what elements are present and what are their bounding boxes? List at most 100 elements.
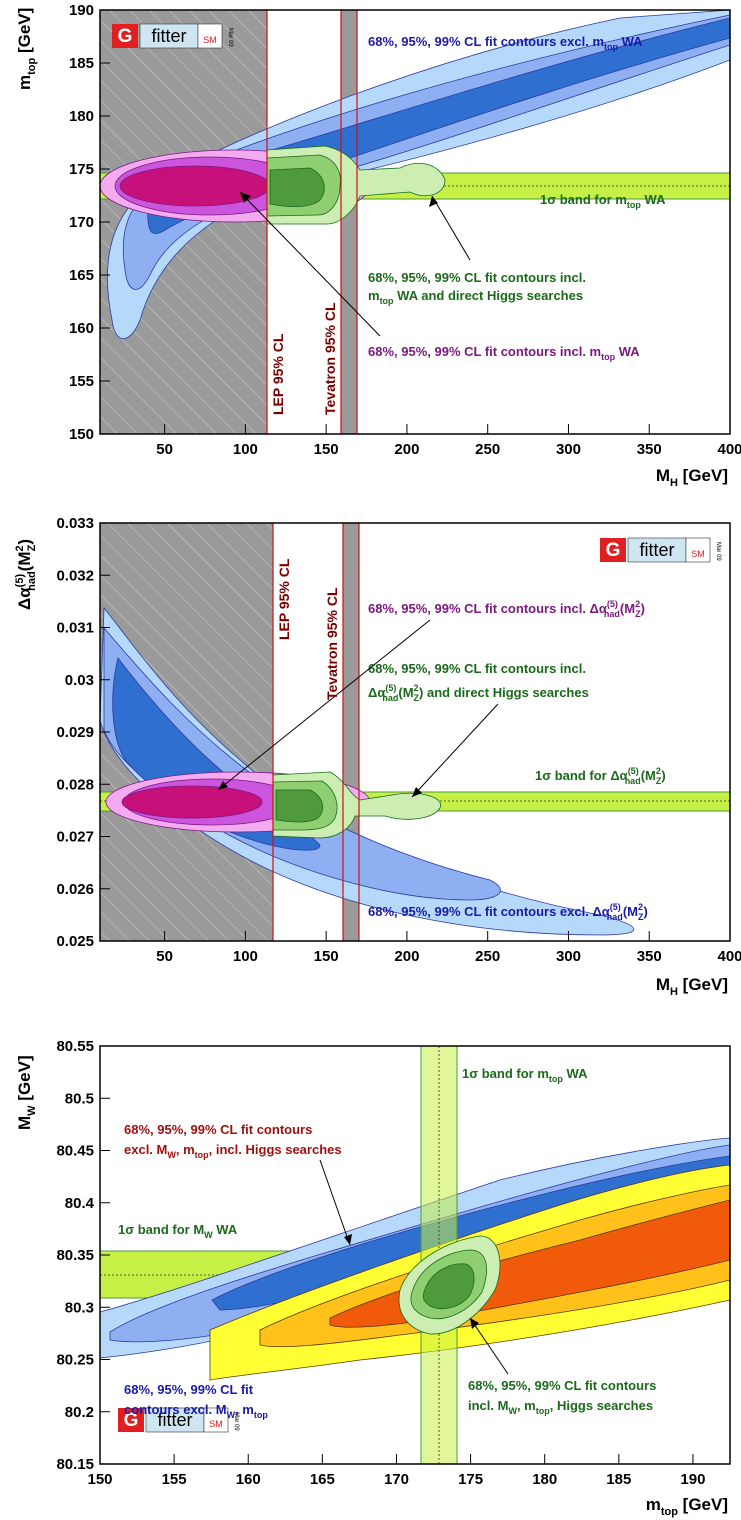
x-tick-label: 190 [680, 1471, 705, 1488]
x-tick-label: 160 [236, 1471, 261, 1488]
y-tick-label: 180 [69, 108, 94, 125]
logo-g: G [606, 540, 621, 561]
y-tick-label: 0.028 [56, 776, 94, 793]
x-tick-label: 200 [394, 441, 419, 458]
logo-fitter: fitter [151, 26, 186, 46]
annot-higgs-1: 68%, 95%, 99% CL fit contours incl. [368, 270, 586, 285]
annot-higgs-1: 68%, 95%, 99% CL fit contours incl. [368, 661, 586, 676]
logo-date: Mar 09 [715, 542, 721, 561]
arrow-excl-mw [319, 1159, 351, 1246]
y-tick-label: 0.031 [56, 620, 94, 637]
annot-excl: 68%, 95%, 99% CL fit contours excl. Δα(5… [368, 902, 648, 922]
arrow-higgs-head [470, 1318, 479, 1329]
annot-higgs-2: Δα(5) had(M2 Z) and direct Higgs searches [368, 683, 589, 703]
higgs-contour-68 [275, 789, 324, 823]
y-axis-title: mtop [GeV] [15, 8, 38, 90]
x-axis-title: MH [GeV] [656, 975, 728, 998]
tevatron-excluded-region [341, 10, 357, 434]
annot-incl: 68%, 95%, 99% CL fit contours incl. mtop… [368, 344, 640, 362]
logo-date: Mar 09 [233, 1412, 239, 1431]
annot-excl-1: 68%, 95%, 99% CL fit [124, 1382, 254, 1397]
x-tick-label: 200 [394, 948, 419, 965]
y-tick-label: 0.026 [56, 881, 94, 898]
logo-g: G [118, 26, 133, 47]
annot-higgs-2: incl. MW, mtop, Higgs searches [468, 1398, 653, 1416]
x-tick-label: 150 [314, 948, 339, 965]
x-tick-label: 175 [458, 1471, 483, 1488]
annot-excl: 68%, 95%, 99% CL fit contours excl. mtop… [368, 34, 643, 52]
x-tick-label: 250 [475, 441, 500, 458]
x-axis-title: mtop [GeV] [646, 1495, 728, 1518]
logo-fitter: fitter [157, 1410, 192, 1430]
arrow-incl [217, 619, 431, 791]
x-tick-label: 165 [310, 1471, 335, 1488]
lep-label: LEP 95% CL [276, 558, 292, 640]
annot-band: 1σ band for Δα(5) had(M2 Z) [535, 766, 666, 786]
y-tick-label: 185 [69, 55, 94, 72]
y-tick-label: 155 [69, 373, 94, 390]
arrow-higgs [411, 703, 499, 798]
annot-higgs-2: mtop WA and direct Higgs searches [368, 288, 583, 306]
x-tick-label: 400 [717, 441, 741, 458]
arrow-higgs-head [412, 787, 422, 797]
y-tick-label: 80.2 [65, 1404, 94, 1421]
annot-excl-mw-1: 68%, 95%, 99% CL fit contours [124, 1122, 312, 1137]
higgs-contour-68 [269, 167, 325, 208]
x-tick-label: 185 [606, 1471, 631, 1488]
chart-mw-vs-mtop: G fitter SM Mar 09 1σ band for mtop WA 6… [15, 1038, 731, 1518]
logo-sm: SM [203, 35, 217, 45]
y-tick-label: 0.029 [56, 724, 94, 741]
y-tick-label: 175 [69, 161, 94, 178]
y-tick-label: 160 [69, 320, 94, 337]
logo-sm: SM [691, 549, 705, 559]
y-tick-label: 190 [69, 2, 94, 19]
y-tick-label: 80.25 [56, 1352, 94, 1369]
axis-ticks: 150 155 160 165 170 175 180 185 190 80.15 80.2 80.2… [56, 1038, 705, 1488]
x-tick-label: 50 [156, 441, 173, 458]
annot-incl: 68%, 95%, 99% CL fit contours incl. Δα(5… [368, 599, 645, 619]
annot-excl-mw-2: excl. MW, mtop, incl. Higgs searches [124, 1142, 342, 1160]
y-tick-label: 80.45 [56, 1143, 94, 1160]
x-tick-label: 180 [532, 1471, 557, 1488]
chart-dalpha-vs-mh: G fitter SM Mar 09 68%, 95%, 99% CL fit … [14, 515, 741, 998]
y-axis-title: Δα(5)had(M2Z) [14, 539, 38, 610]
y-tick-label: 0.03 [65, 672, 94, 689]
y-tick-label: 80.3 [65, 1299, 94, 1316]
y-tick-label: 170 [69, 214, 94, 231]
arrow-incl-head [240, 192, 251, 203]
x-tick-label: 250 [475, 948, 500, 965]
gfitter-logo: G fitter SM Mar 09 [112, 23, 233, 49]
arrow-higgs-head [429, 196, 438, 207]
x-tick-label: 50 [156, 948, 173, 965]
x-tick-label: 300 [556, 948, 581, 965]
logo-date: Mar 09 [227, 28, 233, 47]
x-tick-label: 155 [162, 1471, 187, 1488]
y-tick-label: 80.5 [65, 1090, 94, 1107]
tevatron-label: Tevatron 95% CL [324, 587, 340, 700]
gfitter-logo: G fitter SM Mar 09 [600, 537, 721, 563]
axis-ticks: 50 100 150 200 250 300 350 400 0.025 0.026 0.027 0.… [56, 515, 741, 965]
logo-fitter: fitter [639, 540, 674, 560]
y-tick-label: 80.55 [56, 1038, 94, 1055]
y-tick-label: 80.15 [56, 1456, 94, 1473]
arrow-incl-head [218, 781, 228, 790]
x-tick-label: 170 [384, 1471, 409, 1488]
arrow-higgs [431, 195, 471, 261]
chart-mtop-vs-mh: G fitter SM Mar 09 68%, 95%, 99% CL fit … [15, 2, 741, 489]
x-tick-label: 400 [717, 948, 741, 965]
y-tick-label: 80.35 [56, 1247, 94, 1264]
lep-label: LEP 95% CL [270, 333, 286, 415]
x-tick-label: 300 [556, 441, 581, 458]
y-tick-label: 80.4 [65, 1195, 95, 1212]
x-tick-label: 350 [637, 948, 662, 965]
arrow-excl-mw-head [344, 1234, 352, 1245]
axis-ticks: 50 100 150 200 250 300 350 400 150 155 160 165 170 17… [69, 2, 741, 458]
x-tick-label: 100 [233, 441, 258, 458]
incl-contour-68 [121, 785, 263, 819]
tevatron-label: Tevatron 95% CL [322, 302, 338, 415]
logo-sm: SM [209, 1419, 223, 1429]
x-axis-title: MH [GeV] [656, 466, 728, 489]
y-tick-label: 0.025 [56, 933, 94, 950]
annot-higgs-1: 68%, 95%, 99% CL fit contours [468, 1378, 656, 1393]
y-tick-label: 0.033 [56, 515, 94, 532]
